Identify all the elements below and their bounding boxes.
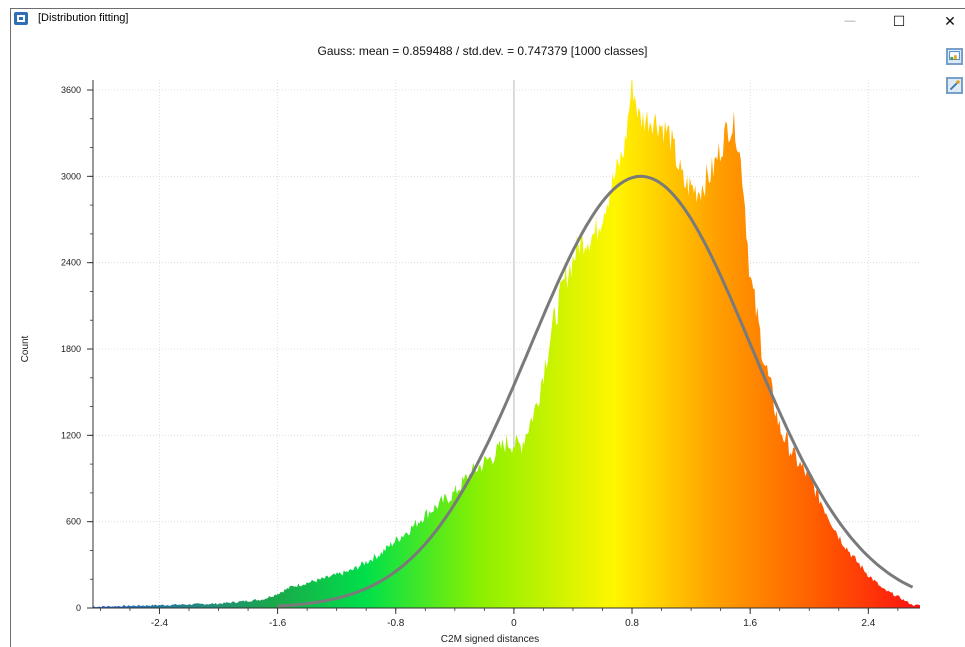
close-icon: ✕ <box>944 12 956 29</box>
y-tick-label: 1800 <box>61 344 81 354</box>
export-icon[interactable] <box>946 48 963 65</box>
y-tick-label: 1200 <box>61 430 81 440</box>
y-tick-label: 600 <box>66 517 81 527</box>
settings-icon[interactable] <box>946 77 963 94</box>
x-tick-label: 1.6 <box>743 618 757 629</box>
y-tick-label: 3000 <box>61 171 81 181</box>
close-button[interactable]: ✕ <box>935 9 965 33</box>
histogram-bars <box>93 80 920 608</box>
minimize-icon: — <box>844 15 856 27</box>
maximize-button[interactable]: ☐ <box>884 9 914 33</box>
x-tick-label: -1.6 <box>269 618 287 629</box>
x-tick-label: -2.4 <box>151 618 169 629</box>
chart-title: Gauss: mean = 0.859488 / std.dev. = 0.74… <box>317 44 648 58</box>
side-toolbar <box>946 48 964 106</box>
window-title: [Distribution fitting] <box>38 12 129 24</box>
x-tick-label: 0.8 <box>625 618 639 629</box>
gauss-fit-curve <box>277 174 914 608</box>
x-tick-label: 2.4 <box>861 618 875 629</box>
y-tick-labels: 0 600 1200 1800 2400 3000 3600 <box>61 85 93 613</box>
x-tick-label: 0 <box>511 618 517 629</box>
x-tick-label: -0.8 <box>387 618 405 629</box>
histogram-area <box>93 80 920 608</box>
titlebar <box>11 9 965 35</box>
y-axis-label: Count <box>20 335 31 362</box>
x-tick-labels: -2.4 -1.6 -0.8 0 0.8 1.6 2.4 <box>151 608 876 629</box>
x-axis-label: C2M signed distances <box>441 634 539 645</box>
minimize-button[interactable]: — <box>835 9 865 33</box>
app-icon <box>14 12 28 25</box>
maximize-icon: ☐ <box>892 12 906 29</box>
window-border <box>10 8 965 647</box>
y-tick-label: 3600 <box>61 85 81 95</box>
y-tick-label: 2400 <box>61 258 81 268</box>
y-tick-label: 0 <box>76 603 81 613</box>
gauss-curve-line <box>277 174 914 608</box>
